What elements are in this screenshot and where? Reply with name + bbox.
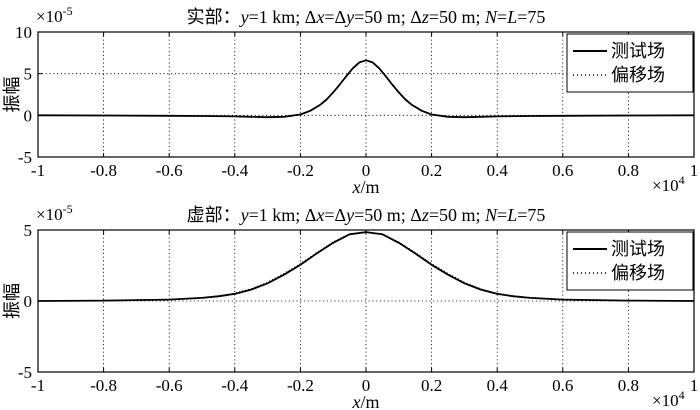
y-exponent-power: -5: [63, 4, 73, 18]
x-tick-label: 0.4: [487, 376, 509, 395]
chart-title-part: =: [497, 205, 507, 225]
x-tick-label: 0.8: [618, 376, 639, 395]
chart-title-part: x: [315, 205, 324, 225]
chart-title: 虚部：y=1 km; Δx=Δy=50 m; Δz=50 m; N=L=75: [187, 205, 546, 225]
x-tick-label: 0.2: [421, 161, 442, 180]
series-line-migration-field: [37, 59, 695, 118]
x-tick-label: -0.8: [90, 376, 117, 395]
x-tick-label: 0.6: [552, 161, 573, 180]
x-axis-label: x/m: [351, 392, 379, 410]
y-tick-label: 0: [24, 106, 33, 125]
x-tick-label: 0.6: [552, 376, 573, 395]
legend-label: 偏移场: [611, 263, 665, 283]
legend-label: 偏移场: [611, 65, 665, 85]
x-tick-label: -1: [31, 376, 45, 395]
x-axis-exponent: ×104: [652, 173, 685, 195]
legend-box: [566, 231, 694, 291]
chart-title-prefix: 实部：: [187, 7, 241, 27]
x-tick-label: 0.4: [487, 161, 509, 180]
chart-imaginary-part: -1 -0.8 -0.6 -0.4 -0.2 0 0.2 0.4 0.6 0.8 1-505虚部：y…: [2, 202, 698, 410]
x-tick-label: -0.2: [287, 376, 314, 395]
x-axis-label-var: x: [351, 177, 360, 197]
chart-title-part: y: [344, 7, 354, 27]
plot-frame: [37, 229, 695, 373]
chart-title-part: =Δ: [324, 7, 346, 27]
chart-title-prefix: 虚部：: [187, 205, 241, 225]
chart-title-part: =Δ: [324, 205, 346, 225]
x-tick-label: -0.6: [156, 161, 183, 180]
x-tick-label: -0.6: [156, 376, 183, 395]
chart-title-part: y: [239, 7, 249, 27]
y-exponent-power: -5: [63, 202, 73, 216]
x-axis-label-unit: /m: [360, 392, 379, 410]
legend-label: 测试场: [611, 239, 665, 259]
x-axis-label: x/m: [351, 177, 379, 197]
x-tick-label: -0.8: [90, 161, 117, 180]
chart-title-part: =1 km; Δ: [249, 205, 317, 225]
chart-title-part: L: [506, 7, 517, 27]
y-tick-label: -5: [18, 363, 32, 382]
x-tick-label: -0.4: [221, 376, 248, 395]
chart-real-part: -1 -0.8 -0.6 -0.4 -0.2 0 0.2 0.4 0.6 0.8 1 -5 0 5 10 实部…: [2, 4, 698, 197]
x-tick-label: -0.2: [287, 161, 314, 180]
x-tick-label: 0: [362, 376, 371, 395]
x-tick-label: 1: [690, 161, 699, 180]
y-axis-exponent: ×10-5: [36, 202, 73, 224]
chart-title-part: L: [506, 205, 517, 225]
y-axis-exponent: ×10-5: [36, 4, 73, 26]
x-tick-label: -0.4: [221, 161, 248, 180]
chart-title-part: =75: [517, 205, 545, 225]
y-tick-label: 5: [24, 221, 33, 240]
chart-title-part: y: [344, 205, 354, 225]
chart-title-part: z: [421, 205, 429, 225]
chart-title-part: =50 m; Δ: [354, 7, 422, 27]
x-exponent-base: ×10: [652, 176, 679, 195]
x-exponent-power: 4: [679, 173, 685, 187]
plot-frame: [37, 31, 695, 158]
chart-title-part: y: [239, 205, 249, 225]
x-axis-label-unit: /m: [360, 177, 379, 197]
x-axis-exponent: ×104: [652, 388, 685, 410]
chart-title-part: =: [497, 7, 507, 27]
x-tick-label: 0.8: [618, 161, 639, 180]
x-tick-label: 1: [690, 376, 699, 395]
chart-title-part: =50 m;: [429, 7, 485, 27]
y-tick-label: -5: [18, 148, 32, 167]
x-exponent-power: 4: [679, 388, 685, 402]
x-tick-label: 0.2: [421, 376, 442, 395]
legend-box: [566, 33, 694, 93]
chart-title-part: x: [315, 7, 324, 27]
legend-label: 测试场: [611, 41, 665, 61]
chart-title-part: N: [484, 205, 498, 225]
x-tick-label: -1: [31, 161, 45, 180]
x-tick-label: 0: [362, 161, 371, 180]
y-axis-label: 振幅: [2, 283, 22, 319]
y-exponent-base: ×10: [36, 7, 63, 26]
y-axis-label: 振幅: [2, 77, 22, 113]
chart-title-part: =50 m; Δ: [354, 205, 422, 225]
y-tick-label: 0: [24, 292, 33, 311]
y-tick-label: 5: [24, 65, 33, 84]
chart-title-part: =75: [517, 7, 545, 27]
x-exponent-base: ×10: [652, 391, 679, 410]
chart-title-part: =50 m;: [429, 205, 485, 225]
chart-title-part: z: [421, 7, 429, 27]
chart-title-part: =1 km; Δ: [249, 7, 317, 27]
series-line-migration-field: [37, 231, 695, 302]
y-exponent-base: ×10: [36, 205, 63, 224]
chart-title-part: N: [484, 7, 498, 27]
x-axis-label-var: x: [351, 392, 360, 410]
y-tick-label: 10: [15, 23, 32, 42]
chart-title: 实部：y=1 km; Δx=Δy=50 m; Δz=50 m; N=L=75: [187, 7, 546, 27]
